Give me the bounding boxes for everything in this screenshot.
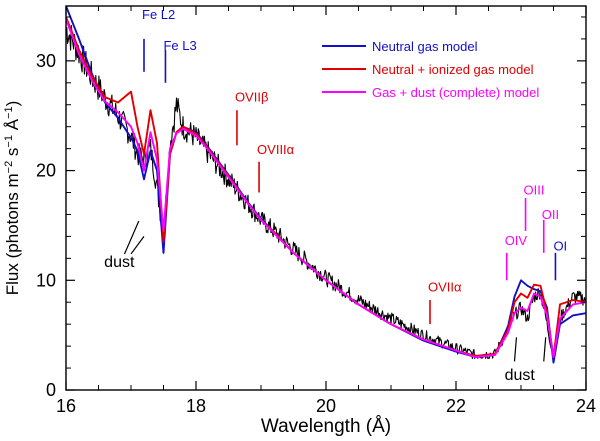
annotation-label: OVIIα (428, 279, 462, 294)
y-tick-label: 10 (36, 270, 56, 290)
annotation-label: Fe L2 (142, 7, 175, 22)
legend-label: Neutral gas model (372, 39, 478, 54)
y-label-sup: −1 (3, 106, 15, 119)
series-line-dust (66, 18, 586, 359)
legend: Neutral gas model Neutral + ionized gas m… (322, 39, 539, 100)
annotation-label: Fe L3 (163, 38, 196, 53)
dust-label: dust (104, 254, 135, 271)
x-tick-label: 20 (316, 396, 336, 416)
dust-pointer (513, 337, 518, 362)
annotation-label: OVIIIα (257, 142, 295, 157)
x-tick-label: 18 (186, 396, 206, 416)
annotation-label: OII (542, 207, 559, 222)
dust-pointer (543, 337, 547, 362)
legend-label: Neutral + ionized gas model (372, 62, 534, 77)
y-label-sup: −2 (3, 161, 15, 174)
y-axis-label: Flux (photons m−2 s−1 Å−1) (3, 101, 22, 296)
x-tick-label: 16 (56, 396, 76, 416)
annotation-label: OIII (524, 183, 545, 198)
annotation-label: OI (553, 239, 567, 254)
line-annotations: Fe L2 Fe L3 OVIIβ OVIIIα OVIIα OIV OIII OII OI du… (104, 7, 567, 384)
y-tick-label: 20 (36, 161, 56, 181)
annotation-label: OVIIβ (235, 89, 268, 104)
x-tick-label: 22 (446, 396, 466, 416)
legend-label: Gas + dust (complete) model (372, 85, 539, 100)
y-tick-label: 0 (46, 380, 56, 400)
x-tick-label: 24 (576, 396, 596, 416)
y-label-part: Å (3, 118, 22, 135)
dust-pointer (130, 236, 145, 255)
annotation-label: OIV (505, 233, 528, 248)
axis-ticks: 16 18 20 22 24 0 10 20 30 (36, 6, 596, 416)
dust-pointer (123, 220, 140, 255)
y-label-part: Flux (photons m (3, 173, 22, 295)
y-label-sup: −1 (3, 135, 15, 148)
y-label-part: s (3, 148, 22, 161)
dust-label: dust (505, 367, 536, 384)
y-label-part: ) (3, 101, 22, 107)
x-axis-label: Wavelength (Å) (261, 416, 391, 437)
y-tick-label: 30 (36, 51, 56, 71)
series-layer (66, 6, 586, 364)
